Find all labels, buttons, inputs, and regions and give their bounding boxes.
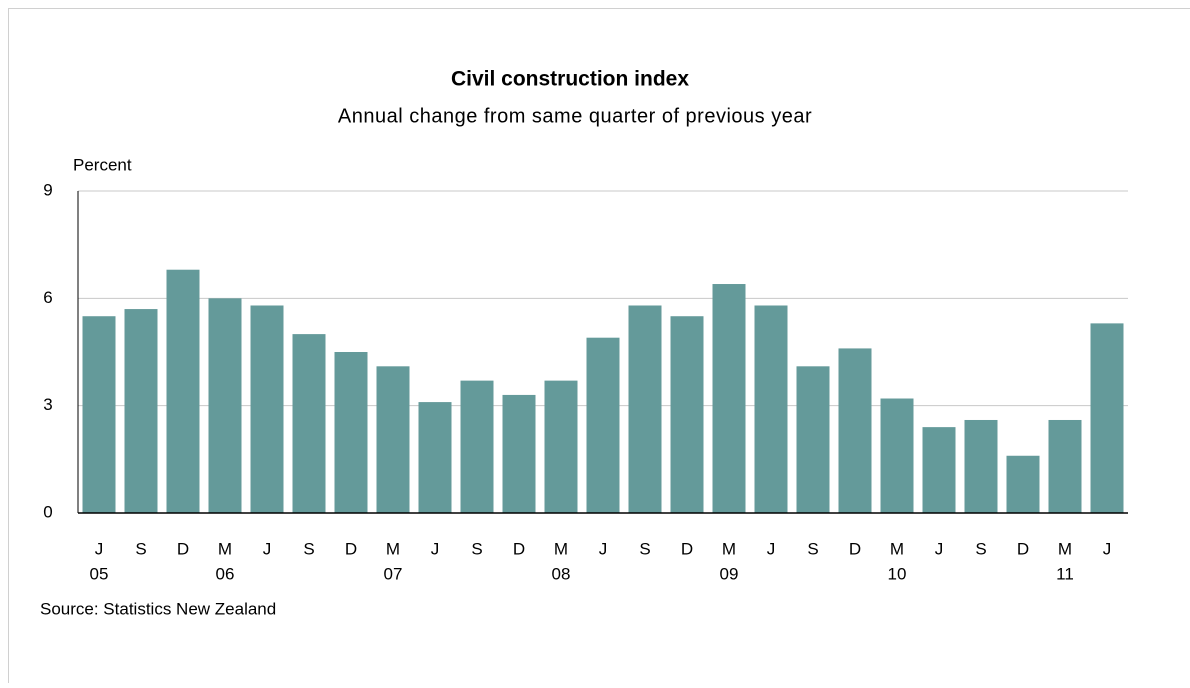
x-year-label: 07 [384, 564, 403, 583]
bar [629, 305, 662, 513]
x-tick-label: S [807, 539, 818, 558]
x-tick-label: S [471, 539, 482, 558]
y-axis-label: Percent [73, 155, 132, 174]
x-tick-label: J [263, 539, 272, 558]
x-tick-label: M [722, 539, 736, 558]
y-tick-label: 3 [43, 395, 52, 414]
source: Source: Statistics New Zealand [40, 599, 276, 618]
bar [293, 334, 326, 513]
bar [503, 395, 536, 513]
bar [167, 270, 200, 513]
bar [923, 427, 956, 513]
x-tick-label: S [639, 539, 650, 558]
bar [965, 420, 998, 513]
x-year-label: 06 [216, 564, 235, 583]
bar [713, 284, 746, 513]
y-tick-label: 6 [43, 288, 52, 307]
bar [671, 316, 704, 513]
bar [1091, 323, 1124, 513]
bar [1049, 420, 1082, 513]
bar [419, 402, 452, 513]
bar [461, 381, 494, 513]
bar [209, 298, 242, 513]
bar [335, 352, 368, 513]
x-tick-label: J [95, 539, 104, 558]
x-tick-label: D [849, 539, 861, 558]
chart-subtitle: Annual change from same quarter of previ… [338, 105, 812, 127]
x-year-label: 09 [720, 564, 739, 583]
chart-title: Civil construction index [451, 68, 689, 91]
x-tick-label: J [935, 539, 944, 558]
x-tick-label: M [386, 539, 400, 558]
x-tick-label: M [1058, 539, 1072, 558]
x-tick-label: M [554, 539, 568, 558]
y-tick-label: 0 [43, 502, 52, 521]
x-tick-label: D [681, 539, 693, 558]
x-tick-label: J [431, 539, 440, 558]
y-tick-label: 9 [43, 180, 52, 199]
x-year-label: 05 [90, 564, 109, 583]
bar [251, 305, 284, 513]
bar [755, 305, 788, 513]
bar [545, 381, 578, 513]
x-tick-label: S [303, 539, 314, 558]
x-tick-label: D [513, 539, 525, 558]
x-tick-label: S [135, 539, 146, 558]
x-year-label: 08 [552, 564, 571, 583]
x-tick-label: D [1017, 539, 1029, 558]
x-tick-label: M [890, 539, 904, 558]
x-tick-label: J [599, 539, 608, 558]
x-tick-label: J [767, 539, 776, 558]
bar [125, 309, 158, 513]
x-tick-label: D [177, 539, 189, 558]
bar [797, 366, 830, 513]
x-tick-label: J [1103, 539, 1112, 558]
x-tick-label: S [975, 539, 986, 558]
bar [83, 316, 116, 513]
bar [587, 338, 620, 513]
bar [377, 366, 410, 513]
bar [839, 348, 872, 513]
x-tick-label: M [218, 539, 232, 558]
x-year-label: 11 [1056, 564, 1074, 583]
x-tick-label: D [345, 539, 357, 558]
bar [881, 399, 914, 513]
x-year-label: 10 [888, 564, 907, 583]
bar [1007, 456, 1040, 513]
